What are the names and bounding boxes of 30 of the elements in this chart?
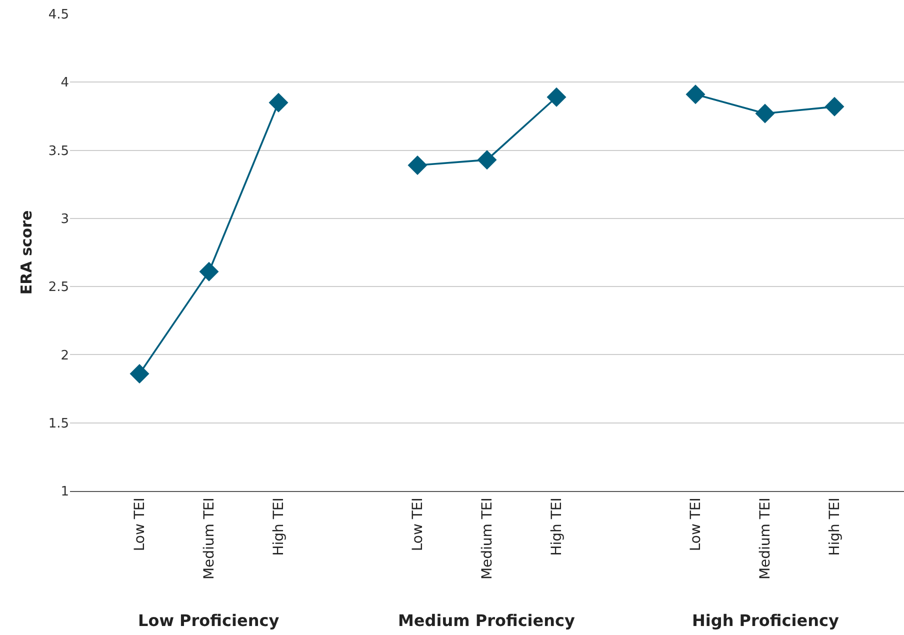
text: High Proficiency bbox=[692, 611, 840, 630]
y-tick-label: 4 bbox=[60, 76, 69, 91]
y-tick-label: 3.5 bbox=[48, 144, 69, 159]
x-tick-label: High TEI bbox=[549, 498, 566, 556]
y-tick-label: 2 bbox=[60, 348, 69, 364]
y-tick-label: 2.5 bbox=[48, 280, 69, 296]
point bbox=[755, 104, 775, 124]
point bbox=[546, 87, 566, 107]
x-tick-label: Low TEI bbox=[688, 498, 704, 552]
x-tick-label: High TEI bbox=[271, 498, 288, 556]
y-axis-title: ERA score bbox=[18, 210, 36, 295]
point bbox=[130, 364, 150, 384]
x-tick-label: Low TEI bbox=[410, 498, 426, 552]
point bbox=[477, 150, 497, 170]
x-tick-label: Medium TEI bbox=[202, 498, 218, 580]
point bbox=[268, 92, 288, 112]
x-tick-label: High TEI bbox=[827, 498, 844, 556]
point bbox=[199, 262, 219, 282]
y-tick-label: 1.5 bbox=[48, 416, 69, 432]
x-tick-label: Medium TEI bbox=[758, 498, 774, 580]
y-tick-label: 1 bbox=[60, 484, 69, 500]
text: Medium Proficiency bbox=[398, 611, 576, 630]
y-tick-label: 3 bbox=[60, 212, 69, 227]
y-tick-label: 4.5 bbox=[48, 8, 69, 23]
text: Low Proficiency bbox=[138, 611, 280, 630]
x-tick-label: Medium TEI bbox=[480, 498, 496, 580]
point bbox=[824, 96, 844, 116]
x-tick-label: Low TEI bbox=[132, 498, 148, 552]
point bbox=[408, 156, 428, 176]
point bbox=[686, 84, 706, 104]
